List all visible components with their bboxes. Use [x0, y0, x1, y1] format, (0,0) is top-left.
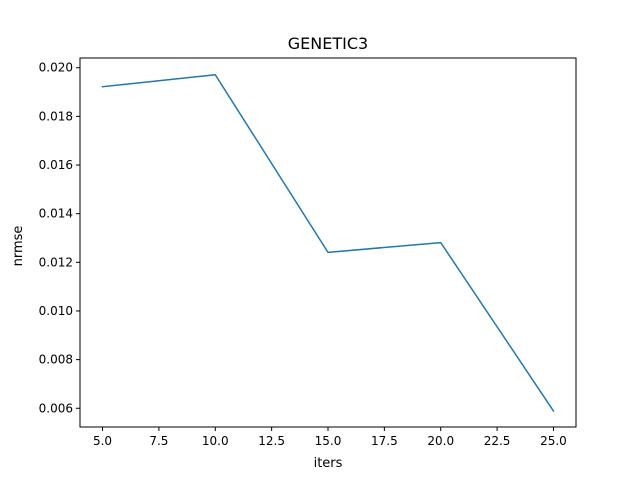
x-tick-label: 10.0: [202, 434, 229, 448]
y-tick-label: 0.008: [39, 353, 73, 367]
plot-area: 5.0 7.5 10.0 12.5 15.0 17.5 20.0 22.5 25.0 0.006 0…: [39, 57, 577, 448]
x-tick-label: 12.5: [258, 434, 285, 448]
y-tick-label: 0.016: [39, 158, 73, 172]
y-tick-label: 0.006: [39, 401, 73, 415]
series-line-0: [101, 74, 555, 412]
y-tick-label: 0.014: [39, 207, 73, 221]
chart-title: GENETIC3: [288, 34, 368, 53]
y-tick-label: 0.018: [39, 109, 73, 123]
x-tick-label: 17.5: [371, 434, 398, 448]
x-tick-label: 22.5: [484, 434, 511, 448]
x-axis-label: iters: [314, 456, 343, 471]
y-tick-label: 0.020: [39, 61, 73, 75]
x-tick-label: 25.0: [540, 434, 567, 448]
x-tick-label: 15.0: [315, 434, 342, 448]
y-tick-label: 0.010: [39, 304, 73, 318]
x-tick-label: 5.0: [93, 434, 112, 448]
y-axis-label: nrmse: [11, 226, 26, 267]
x-tick-label: 20.0: [427, 434, 454, 448]
x-tick-label: 7.5: [149, 434, 168, 448]
y-tick-label: 0.012: [39, 255, 73, 269]
